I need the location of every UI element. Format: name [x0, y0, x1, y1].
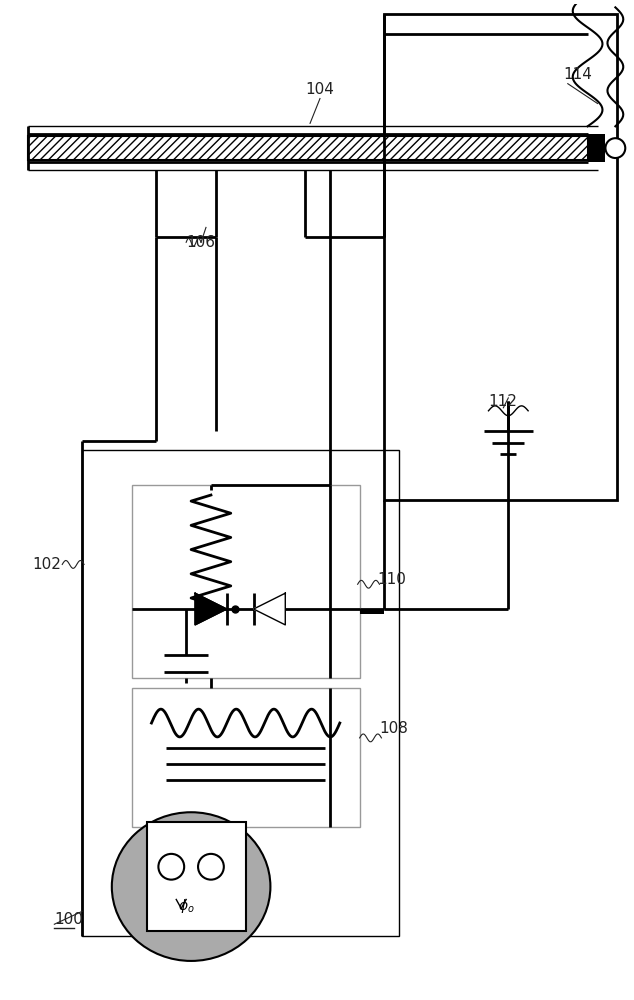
Bar — [132, 485, 359, 678]
Bar — [146, 822, 245, 931]
Text: 108: 108 — [379, 721, 408, 736]
Text: $\phi_o$: $\phi_o$ — [178, 897, 195, 915]
Text: 102: 102 — [32, 557, 61, 572]
Text: 104: 104 — [305, 82, 334, 97]
Bar — [384, 14, 618, 500]
Bar — [27, 136, 588, 160]
Text: 114: 114 — [563, 67, 592, 82]
Bar — [588, 134, 605, 162]
Circle shape — [198, 854, 224, 880]
Ellipse shape — [112, 812, 271, 961]
Bar — [82, 450, 399, 936]
Text: 112: 112 — [488, 394, 517, 409]
Bar — [132, 688, 359, 827]
Circle shape — [158, 854, 184, 880]
Text: 100: 100 — [55, 912, 83, 927]
Polygon shape — [195, 593, 227, 625]
Polygon shape — [254, 593, 285, 625]
Text: 110: 110 — [377, 572, 406, 587]
Text: 106: 106 — [186, 235, 215, 250]
Circle shape — [605, 138, 625, 158]
Bar — [359, 609, 384, 614]
